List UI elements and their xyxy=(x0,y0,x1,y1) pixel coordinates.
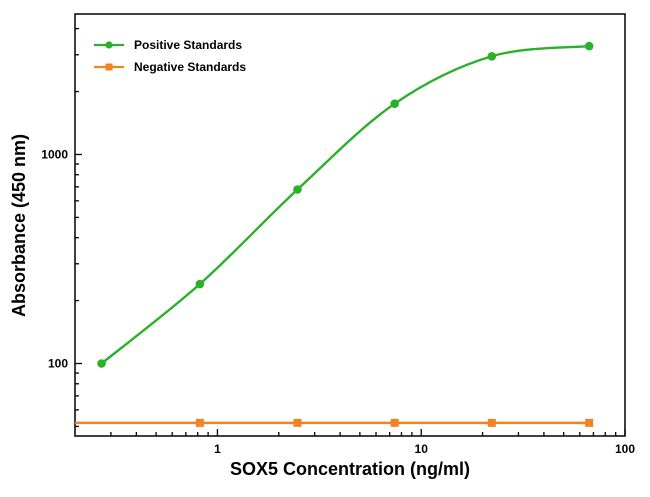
y-tick-label: 100 xyxy=(48,357,68,371)
legend-label: Negative Standards xyxy=(134,60,247,74)
square-legend-marker-icon xyxy=(94,63,124,71)
plot-frame xyxy=(74,13,626,437)
legend-entry-positive-standards: Positive Standards xyxy=(92,34,246,56)
series-negative-standards xyxy=(74,418,594,427)
circle-marker-icon xyxy=(390,99,399,108)
circle-marker-icon xyxy=(97,359,106,368)
circle-marker-icon xyxy=(293,185,302,194)
x-tick-label: 10 xyxy=(415,442,429,456)
square-marker-icon xyxy=(487,418,496,427)
circle-legend-marker-icon xyxy=(94,41,124,49)
legend-label: Positive Standards xyxy=(134,38,243,52)
x-tick-label: 1 xyxy=(214,442,221,456)
circle-marker-icon xyxy=(195,279,205,289)
series-line xyxy=(100,44,591,365)
square-marker-icon xyxy=(585,418,594,427)
circle-marker-icon xyxy=(584,41,594,51)
x-tick-label: 100 xyxy=(615,442,635,456)
legend-entry-negative-standards: Negative Standards xyxy=(92,56,246,78)
x-axis-label: SOX5 Concentration (ng/ml) xyxy=(229,459,470,479)
square-marker-icon xyxy=(390,418,399,427)
circle-marker-icon xyxy=(487,51,497,61)
axis-ticks xyxy=(75,27,626,436)
y-tick-label: 1000 xyxy=(41,147,68,161)
tick-labels: 1 10 100 100 1000 xyxy=(41,147,635,456)
square-marker-icon xyxy=(195,418,204,427)
square-marker-icon xyxy=(293,418,302,427)
legend: Positive Standards Negative Standards xyxy=(92,34,246,78)
series-positive-standards xyxy=(97,41,594,368)
